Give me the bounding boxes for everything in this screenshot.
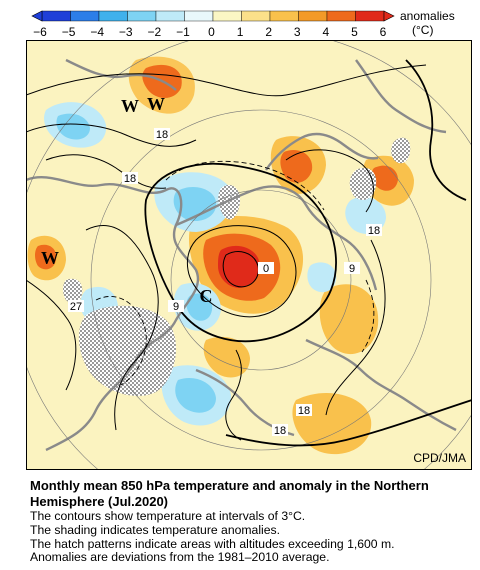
- high-terrain-hatch: [63, 137, 411, 396]
- contour-label: 0: [263, 263, 269, 275]
- caption-title-line-2: Hemisphere (Jul.2020): [30, 494, 169, 509]
- colorbar-cell: [212, 10, 242, 22]
- colorbar-cell: [41, 10, 71, 22]
- colorbar-cell: [98, 10, 128, 22]
- cold-center-symbol: C: [200, 286, 213, 306]
- colorbar-tick-label: −2: [147, 25, 161, 39]
- colorbar-cells: [41, 10, 385, 22]
- warm-anomaly-area: [319, 284, 379, 355]
- caption-line-2: The shading indicates temperature anomal…: [30, 522, 280, 537]
- colorbar-tick-label: 3: [294, 25, 301, 39]
- colorbar-tick-label: 4: [322, 25, 329, 39]
- latitude-circles: [26, 40, 472, 470]
- colorbar-tick-label: −5: [62, 25, 76, 39]
- contour-labels: 18 18 18 27 0 9 9 18 18: [68, 128, 382, 437]
- contour-label-background: [344, 262, 360, 274]
- dashed-contours: [95, 160, 375, 386]
- colorbar-tick-labels: −6 −5 −4 −3 −2 −1 0 1 2 3 4 5 6: [33, 25, 387, 39]
- colorbar-tick-label: −4: [90, 25, 104, 39]
- warm-center-symbol: W: [41, 248, 59, 268]
- contour-label-background: [258, 262, 274, 274]
- contour-label: 18: [124, 173, 136, 185]
- hatch-area: [218, 184, 241, 220]
- contour-label: 18: [274, 425, 286, 437]
- cold-anomaly-area: [175, 378, 216, 413]
- hot-anomaly-area: [371, 165, 398, 191]
- colorbar-tick-label: −3: [119, 25, 133, 39]
- colorbar-tick-label: 0: [208, 25, 215, 39]
- colorbar-cell: [184, 10, 214, 22]
- colorbar-tick-label: 6: [380, 25, 387, 39]
- caption-line-4: Anomalies are deviations from the 1981–2…: [30, 550, 330, 565]
- cool-anomaly-area: [307, 262, 337, 293]
- caption: Monthly mean 850 hPa temperature and ano…: [30, 478, 470, 565]
- contour-label: 9: [173, 301, 179, 313]
- colorbar-right-arrow: [383, 10, 395, 22]
- colorbar-unit: (°C): [412, 23, 433, 37]
- contour-label-background: [296, 404, 312, 416]
- hot-anomaly-area: [35, 244, 57, 270]
- colorbar-label: anomalies: [400, 9, 455, 23]
- caption-title-line-1: Monthly mean 850 hPa temperature and ano…: [30, 478, 429, 493]
- colorbar-cell: [269, 10, 299, 22]
- contour-label: 18: [156, 129, 168, 141]
- map-frame: [26, 40, 472, 470]
- colorbar-cell: [241, 10, 271, 22]
- contour-label-background: [366, 224, 382, 236]
- colorbar-cell: [326, 10, 356, 22]
- cold-anomaly-area: [186, 293, 213, 321]
- colorbar-left-arrow: [31, 10, 43, 22]
- colorbar-tick-label: 5: [351, 25, 358, 39]
- temperature-contours: [26, 59, 472, 447]
- colorbar-cell: [298, 10, 328, 22]
- contour-label-background: [272, 424, 288, 436]
- hatch-area: [391, 137, 411, 164]
- caption-line-1: The contours show temperature at interva…: [30, 509, 306, 523]
- colorbar-tick-label: 2: [265, 25, 272, 39]
- contour-label: 27: [70, 301, 82, 313]
- colorbar-cell: [70, 10, 100, 22]
- warm-center-symbol: W: [147, 94, 165, 114]
- hatch-area: [78, 305, 177, 396]
- contour-label-background: [154, 128, 170, 140]
- colorbar-cell: [355, 10, 385, 22]
- hatch-area: [63, 278, 83, 304]
- credit-label: CPD/JMA: [413, 451, 466, 465]
- contour-label-background: [122, 172, 138, 184]
- hatch-area: [349, 167, 377, 201]
- cold-anomaly-area: [56, 113, 90, 140]
- contour-label: 9: [349, 263, 355, 275]
- contour-label: 18: [298, 405, 310, 417]
- contour-label: 18: [368, 225, 380, 237]
- colorbar-tick-label: −1: [176, 25, 190, 39]
- colorbar-cell: [155, 10, 185, 22]
- warm-center-symbol: W: [121, 96, 139, 116]
- caption-line-3: The hatch patterns indicate areas with a…: [30, 536, 395, 551]
- colorbar-tick-label: 1: [237, 25, 244, 39]
- colorbar-tick-label: −6: [33, 25, 47, 39]
- pressure-symbols: W WWC: [41, 94, 213, 306]
- anomaly-colorbar: −6 −5 −4 −3 −2 −1 0 1 2 3 4 5 6 anomalies (°C): [31, 9, 455, 39]
- contour-label-background: [168, 300, 184, 312]
- contour-label-background: [68, 300, 84, 312]
- hottest-anomaly-area: [218, 245, 260, 288]
- colorbar-cell: [127, 10, 157, 22]
